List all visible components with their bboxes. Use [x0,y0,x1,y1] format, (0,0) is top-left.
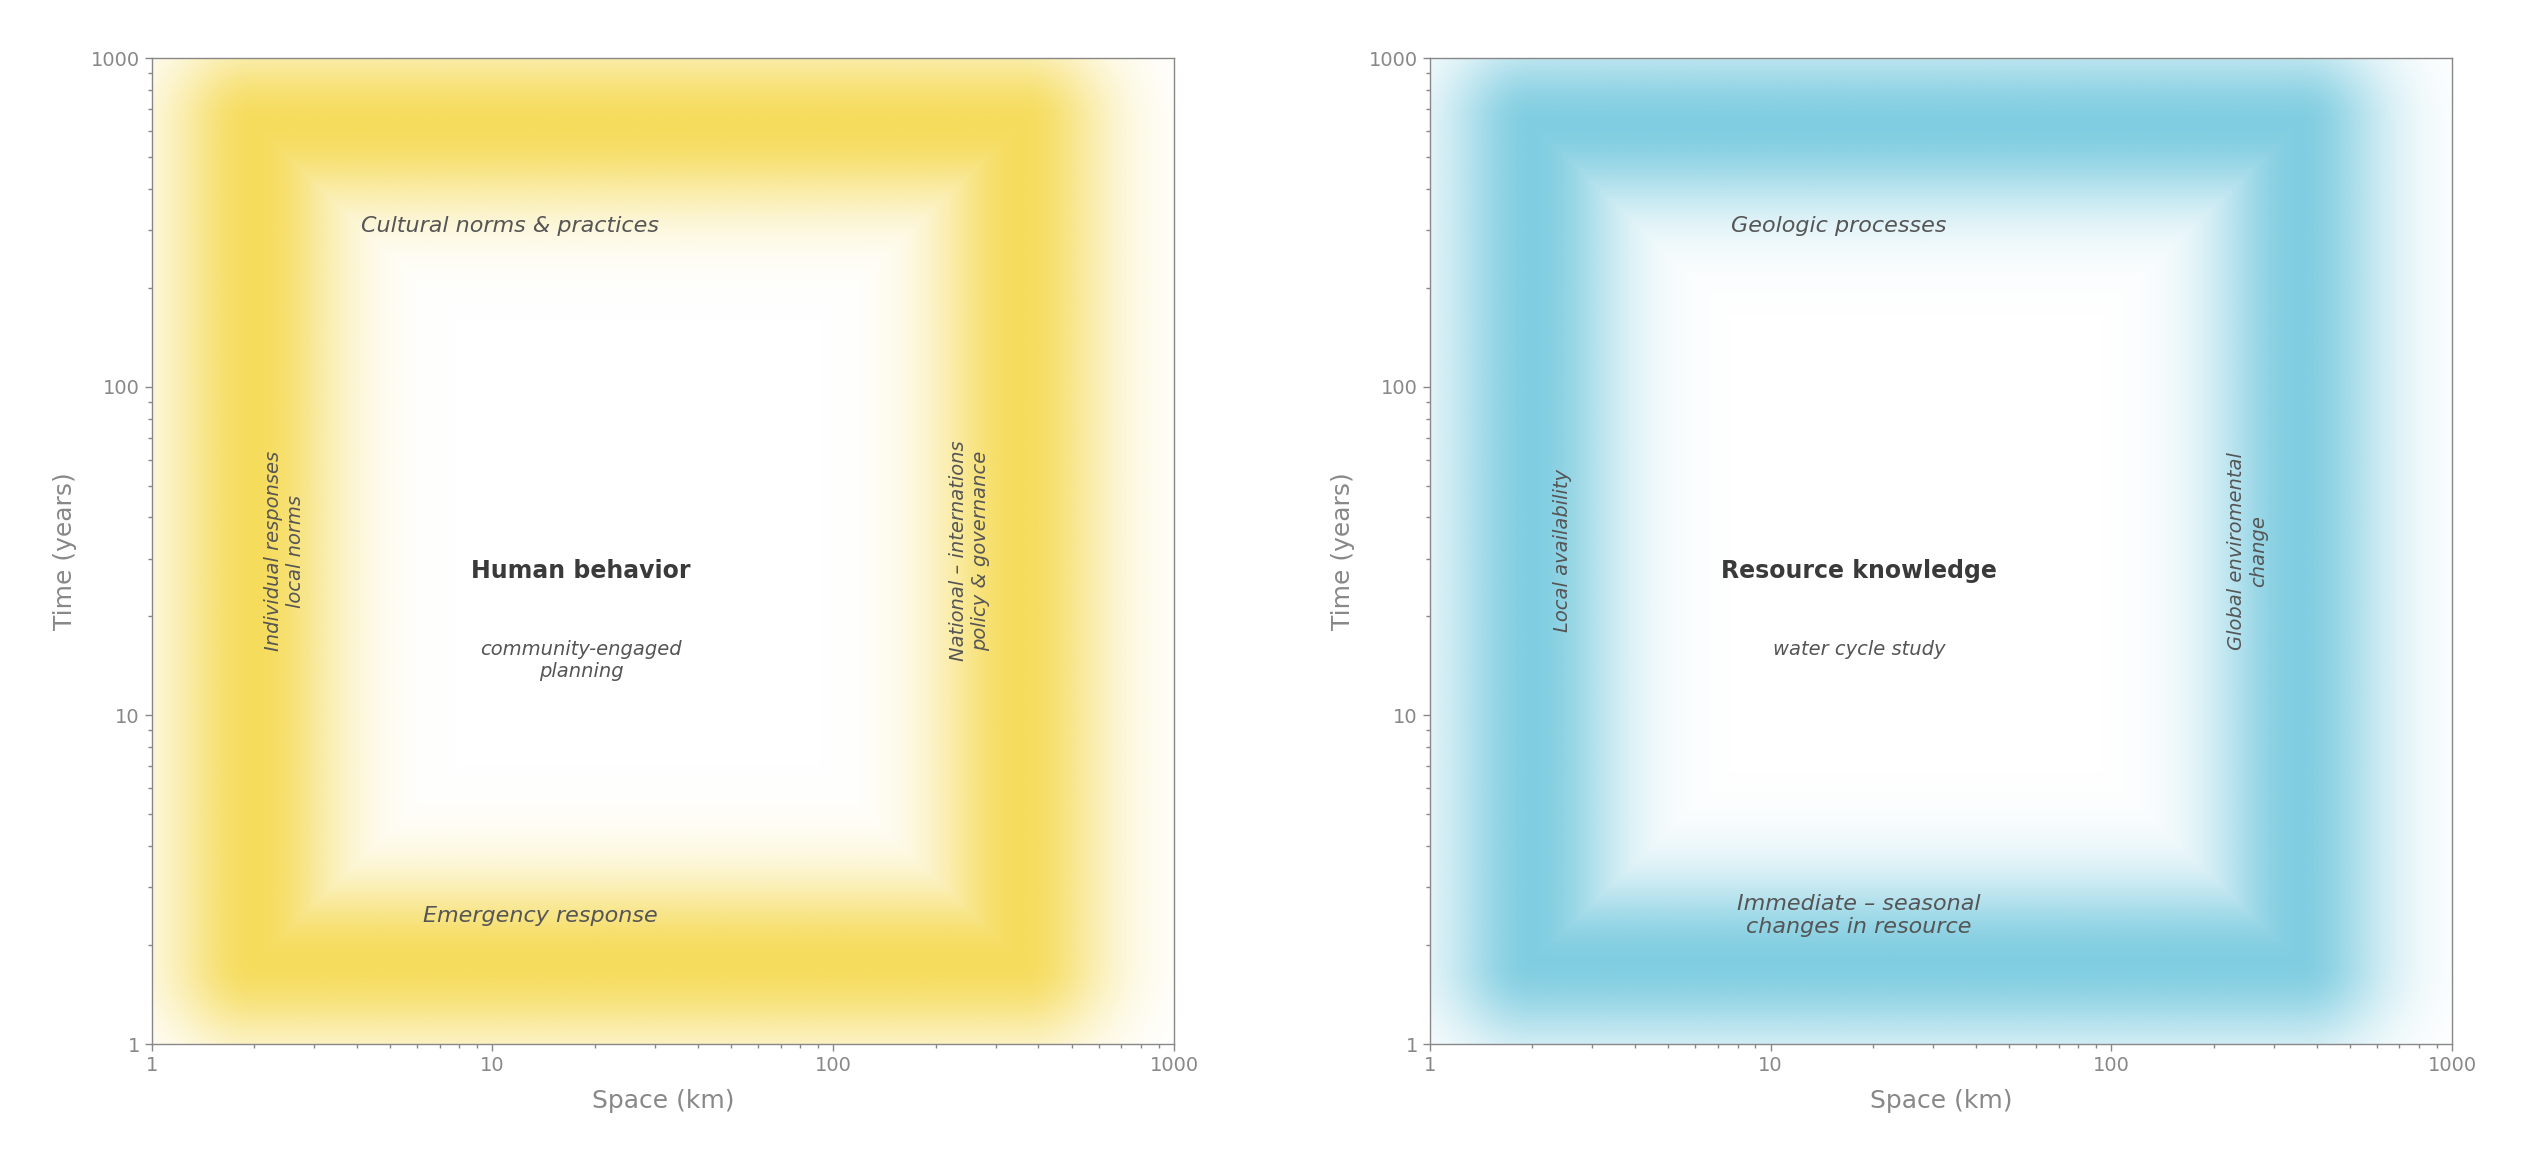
Text: Cultural norms & practices: Cultural norms & practices [362,216,657,235]
Text: Emergency response: Emergency response [422,906,657,926]
X-axis label: Space (km): Space (km) [592,1089,733,1112]
Text: water cycle study: water cycle study [1772,640,1947,659]
Text: National – internations
policy & governance: National – internations policy & governa… [948,441,991,661]
Text: community-engaged
planning: community-engaged planning [480,640,683,681]
Text: Resource knowledge: Resource knowledge [1722,559,1997,582]
X-axis label: Space (km): Space (km) [1871,1089,2012,1112]
Text: Geologic processes: Geologic processes [1732,216,1947,235]
Text: Immediate – seasonal
changes in resource: Immediate – seasonal changes in resource [1737,894,1982,937]
Text: Local availability: Local availability [1552,470,1572,632]
Y-axis label: Time (years): Time (years) [53,472,76,630]
Text: Individual responses
local norms: Individual responses local norms [263,451,306,651]
Text: Global enviromental
change: Global enviromental change [2227,452,2268,650]
Y-axis label: Time (years): Time (years) [1330,472,1355,630]
Text: Human behavior: Human behavior [470,559,690,582]
